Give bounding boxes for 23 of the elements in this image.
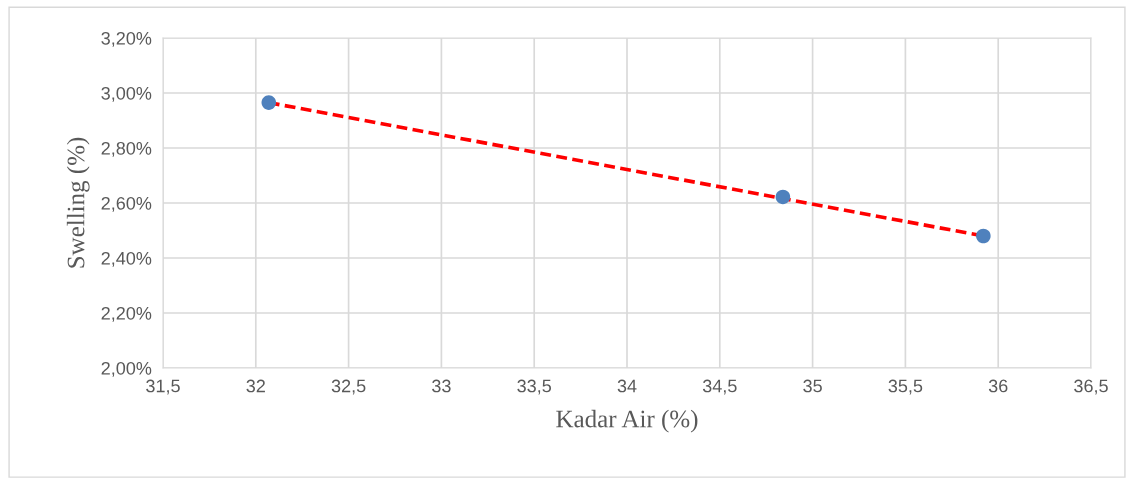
point xyxy=(775,189,791,205)
point xyxy=(976,228,991,244)
x-tick-label: 36,5 xyxy=(1074,379,1108,395)
point xyxy=(261,95,277,110)
y-tick-label: 2,40% xyxy=(101,251,152,267)
x-tick-label: 34 xyxy=(617,379,637,393)
x-tick-label: 32 xyxy=(246,379,265,393)
y-tick-label: 2,80% xyxy=(101,141,152,157)
x-tick-label: 31,5 xyxy=(146,379,180,395)
y-tick-label: 2,60% xyxy=(101,196,152,212)
y-axis-title: Swelling (%) xyxy=(66,137,90,268)
y-tick-label: 2,00% xyxy=(101,361,152,377)
x-axis-title: Kadar Air (%) xyxy=(556,409,698,433)
x-tick-label: 32,5 xyxy=(331,379,366,395)
x-tick-label: 33 xyxy=(432,379,451,393)
x-tick-label: 35 xyxy=(803,379,822,393)
y-tick-label: 3,00% xyxy=(101,86,152,102)
x-tick-label: 35,5 xyxy=(888,379,923,395)
y-tick-label: 3,20% xyxy=(101,31,152,47)
x-tick-label: 33,5 xyxy=(517,379,552,395)
y-tick-label: 2,20% xyxy=(101,306,152,322)
x-tick-label: 36 xyxy=(988,379,1008,393)
x-tick-label: 34,5 xyxy=(702,379,737,395)
